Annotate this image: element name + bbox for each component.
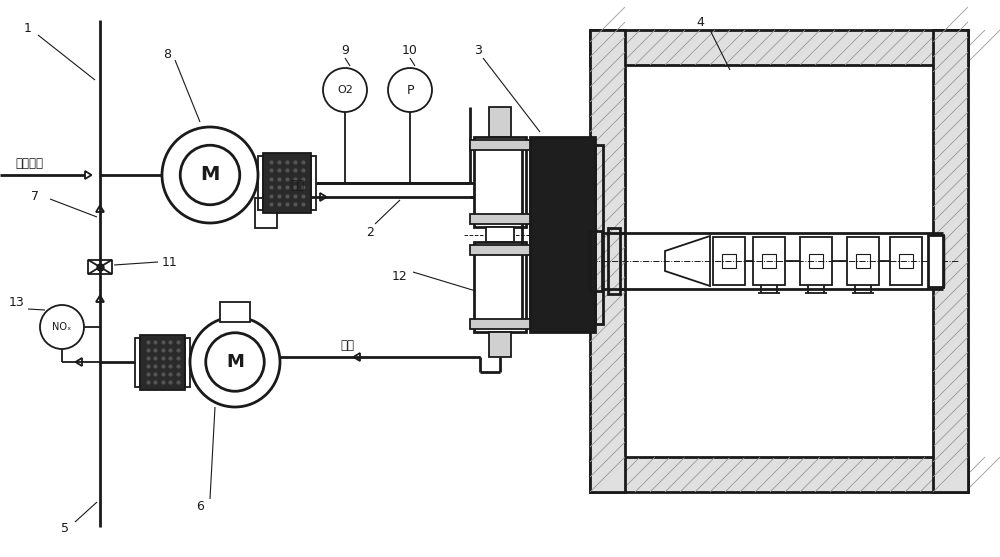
Circle shape bbox=[323, 68, 367, 112]
Bar bbox=[470, 214, 530, 224]
Bar bbox=[847, 237, 879, 285]
Text: 7: 7 bbox=[31, 190, 39, 203]
Text: 6: 6 bbox=[196, 501, 204, 514]
Bar bbox=[590, 30, 968, 65]
Bar bbox=[489, 332, 511, 357]
Bar bbox=[263, 153, 311, 213]
Bar bbox=[220, 302, 250, 322]
Bar bbox=[713, 237, 745, 285]
Circle shape bbox=[206, 333, 264, 391]
Bar bbox=[590, 457, 968, 492]
Text: 8: 8 bbox=[163, 48, 171, 61]
Bar bbox=[474, 242, 526, 332]
Bar bbox=[311, 156, 316, 210]
Bar bbox=[762, 254, 776, 268]
Circle shape bbox=[162, 127, 258, 223]
Text: M: M bbox=[200, 165, 220, 184]
Text: 燃气: 燃气 bbox=[290, 179, 304, 192]
Bar bbox=[470, 245, 530, 255]
Bar bbox=[890, 237, 922, 285]
Bar bbox=[809, 254, 823, 268]
Bar bbox=[255, 198, 277, 228]
Bar bbox=[470, 319, 530, 329]
Text: 13: 13 bbox=[9, 296, 25, 309]
Text: 烟气: 烟气 bbox=[340, 339, 354, 352]
Bar bbox=[928, 235, 943, 287]
Bar bbox=[489, 107, 511, 137]
Bar bbox=[486, 227, 514, 242]
Text: 2: 2 bbox=[366, 226, 374, 238]
Bar bbox=[185, 338, 190, 387]
Bar bbox=[522, 145, 530, 324]
Circle shape bbox=[388, 68, 432, 112]
Circle shape bbox=[180, 145, 240, 205]
Bar bbox=[140, 335, 185, 389]
Text: 4: 4 bbox=[696, 16, 704, 28]
Bar bbox=[470, 140, 530, 150]
Bar bbox=[474, 137, 526, 227]
Text: 11: 11 bbox=[162, 256, 178, 268]
Bar bbox=[135, 338, 140, 387]
Text: NOₓ: NOₓ bbox=[52, 322, 72, 332]
Text: 12: 12 bbox=[392, 271, 408, 284]
Bar bbox=[608, 228, 620, 294]
Text: P: P bbox=[406, 84, 414, 96]
Bar bbox=[899, 254, 913, 268]
Bar bbox=[722, 254, 736, 268]
Text: 5: 5 bbox=[61, 522, 69, 535]
Bar bbox=[590, 30, 625, 492]
Text: M: M bbox=[226, 353, 244, 371]
Bar bbox=[933, 30, 968, 492]
Bar bbox=[530, 137, 595, 332]
Text: 10: 10 bbox=[402, 43, 418, 56]
Bar bbox=[590, 231, 602, 291]
Circle shape bbox=[190, 317, 280, 407]
Text: O2: O2 bbox=[337, 85, 353, 95]
Bar bbox=[595, 145, 603, 324]
Circle shape bbox=[40, 305, 84, 349]
Bar bbox=[625, 65, 933, 457]
Bar bbox=[800, 237, 832, 285]
Text: 9: 9 bbox=[341, 43, 349, 56]
Bar bbox=[753, 237, 785, 285]
Bar bbox=[258, 156, 263, 210]
Text: 3: 3 bbox=[474, 43, 482, 56]
Text: 助燃空气: 助燃空气 bbox=[15, 157, 43, 170]
Text: 1: 1 bbox=[24, 22, 32, 35]
Bar bbox=[856, 254, 870, 268]
